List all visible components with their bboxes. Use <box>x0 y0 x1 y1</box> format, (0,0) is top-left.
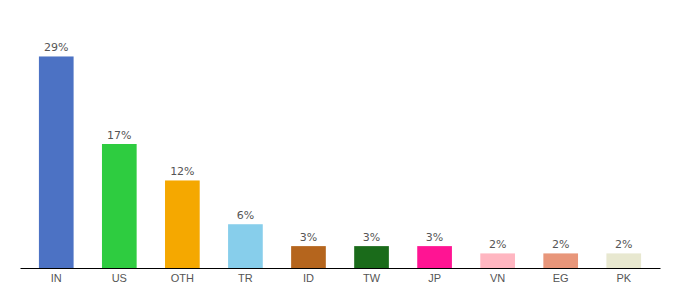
x-tick-label: VN <box>490 272 505 284</box>
data-label: 6% <box>237 209 254 222</box>
x-axis: IN US OTH TR ID TW JP VN EG PK <box>21 269 661 284</box>
data-label: 3% <box>426 231 443 244</box>
data-label: 3% <box>363 231 380 244</box>
bar <box>606 253 641 268</box>
bar <box>354 246 389 268</box>
bar <box>543 253 578 268</box>
x-tick: ID <box>303 272 314 284</box>
x-tick-label: TR <box>238 272 253 284</box>
x-tick-label: EG <box>553 272 569 284</box>
x-tick-label: OTH <box>171 272 194 284</box>
x-tick: JP <box>428 272 441 284</box>
data-labels: 29% 17% 12% 6% 3% 3% 3% 2% 2% 2% <box>44 41 632 251</box>
x-tick: US <box>112 272 127 284</box>
bar <box>228 224 263 268</box>
data-label: 3% <box>300 231 317 244</box>
data-label: 17% <box>107 129 131 142</box>
plot-area: IN US OTH TR ID TW JP VN EG PK 29% 17% 12% 6% 3% 3% 3% 2%… <box>21 41 661 283</box>
x-tick-label: JP <box>428 272 441 284</box>
x-tick-label: IN <box>51 272 62 284</box>
x-tick: VN <box>490 272 505 284</box>
x-axis-line <box>21 268 661 269</box>
x-tick: TW <box>363 272 381 284</box>
x-tick-label: TW <box>363 272 381 284</box>
data-label: 29% <box>44 41 68 54</box>
x-tick: EG <box>553 272 569 284</box>
bar <box>291 246 326 268</box>
data-label: 2% <box>615 238 632 251</box>
x-tick-label: ID <box>303 272 314 284</box>
bar <box>39 56 74 268</box>
bars <box>39 56 641 268</box>
bar <box>480 253 515 268</box>
data-label: 2% <box>552 238 569 251</box>
x-tick-label: US <box>112 272 127 284</box>
x-tick-label: PK <box>616 272 631 284</box>
bar <box>102 144 137 268</box>
bar <box>417 246 452 268</box>
data-label: 12% <box>170 165 194 178</box>
x-tick: OTH <box>171 272 194 284</box>
x-tick: TR <box>238 272 253 284</box>
data-label: 2% <box>489 238 506 251</box>
chart: IN US OTH TR ID TW JP VN EG PK 29% 17% 12% 6% 3% 3% 3% 2%… <box>0 0 680 300</box>
x-tick: IN <box>51 272 62 284</box>
x-tick: PK <box>616 272 631 284</box>
bar <box>165 180 200 268</box>
